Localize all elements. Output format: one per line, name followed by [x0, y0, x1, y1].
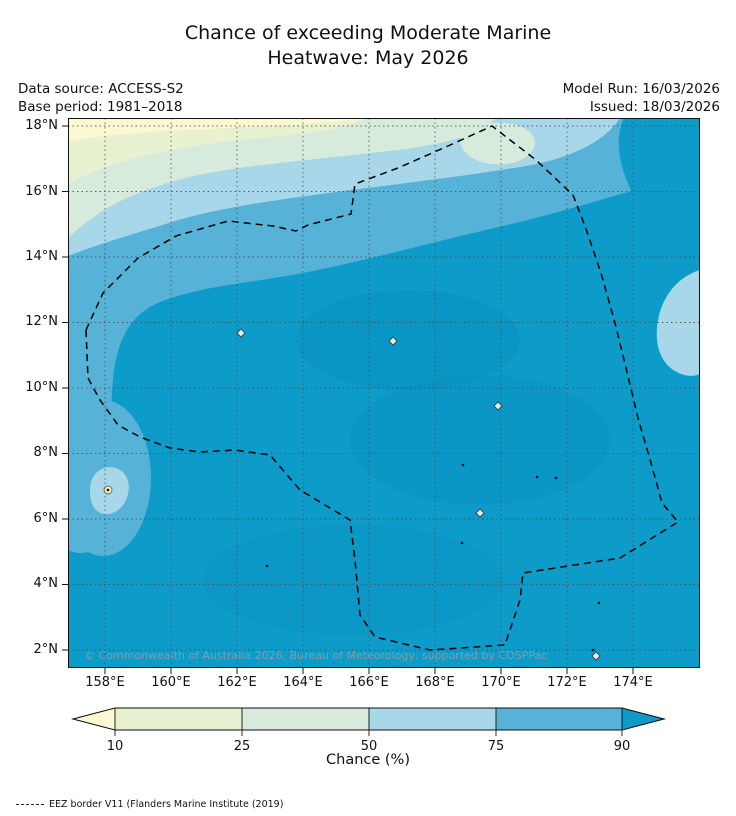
colorbar-tick: 10: [107, 739, 124, 754]
lon-tick-label: 166°E: [349, 675, 389, 690]
lon-tick-label: 162°E: [217, 675, 257, 690]
eez-legend: EEZ border V11 (Flanders Marine Institut…: [16, 799, 283, 810]
colorbar-tick: 25: [234, 739, 251, 754]
colorbar-label: Chance (%): [326, 752, 410, 768]
colorbar-tick-labels: 10 25 50 75 90: [107, 739, 631, 754]
lat-tick-label: 14°N: [25, 249, 58, 264]
page-title: Chance of exceeding Moderate Marine Heat…: [0, 21, 736, 72]
map-border: [68, 118, 700, 668]
meta-left: Data source: ACCESS-S2 Base period: 1981…: [18, 80, 184, 116]
axis-ticks: [62, 125, 634, 674]
eez-legend-label: EEZ border V11 (Flanders Marine Institut…: [49, 799, 284, 810]
lon-tick-label: 164°E: [283, 675, 323, 690]
colorbar-tick: 50: [361, 739, 378, 754]
title-line-2: Heatwave: May 2026: [267, 47, 469, 70]
map-copyright: © Commonwealth of Australia 2026, Bureau…: [84, 649, 547, 662]
lat-tick-label: 16°N: [25, 184, 58, 199]
lon-tick-label: 158°E: [85, 675, 125, 690]
lon-tick-label: 160°E: [151, 675, 191, 690]
colorbar: 10 25 50 75 90: [70, 707, 667, 754]
meta-right: Model Run: 16/03/2026 Issued: 18/03/2026: [563, 80, 720, 116]
contour-fills: [68, 118, 700, 668]
lon-tick-label: 170°E: [481, 675, 521, 690]
lon-tick-label: 174°E: [613, 675, 653, 690]
title-line-1: Chance of exceeding Moderate Marine: [184, 22, 552, 44]
probability-map: © Commonwealth of Australia 2026, Bureau…: [62, 118, 700, 674]
lat-tick-label: 4°N: [33, 576, 59, 591]
colorbar-tick: 90: [614, 739, 631, 754]
eez-border-line: [85, 125, 679, 651]
lat-tick-label: 8°N: [33, 445, 59, 460]
lat-tick-label: 18°N: [25, 118, 58, 133]
model-run-label: Model Run: 16/03/2026: [562, 81, 720, 97]
lon-tick-label: 172°E: [547, 675, 587, 690]
colorbar-tick: 75: [488, 739, 505, 754]
island-markers: [103, 328, 601, 661]
base-period-label: Base period: 1981–2018: [18, 99, 183, 116]
colorbar-segments: [70, 707, 667, 736]
issued-label: Issued: 18/03/2026: [589, 99, 720, 116]
lat-tick-label: 12°N: [25, 314, 58, 329]
lat-tick-label: 2°N: [33, 642, 59, 657]
lon-tick-label: 168°E: [415, 675, 455, 690]
data-source-label: Data source: ACCESS-S2: [18, 81, 184, 97]
dashed-line-sample: [16, 804, 44, 805]
grid-lines: [68, 118, 700, 668]
lat-tick-label: 10°N: [25, 380, 58, 395]
lat-tick-label: 6°N: [33, 511, 59, 526]
